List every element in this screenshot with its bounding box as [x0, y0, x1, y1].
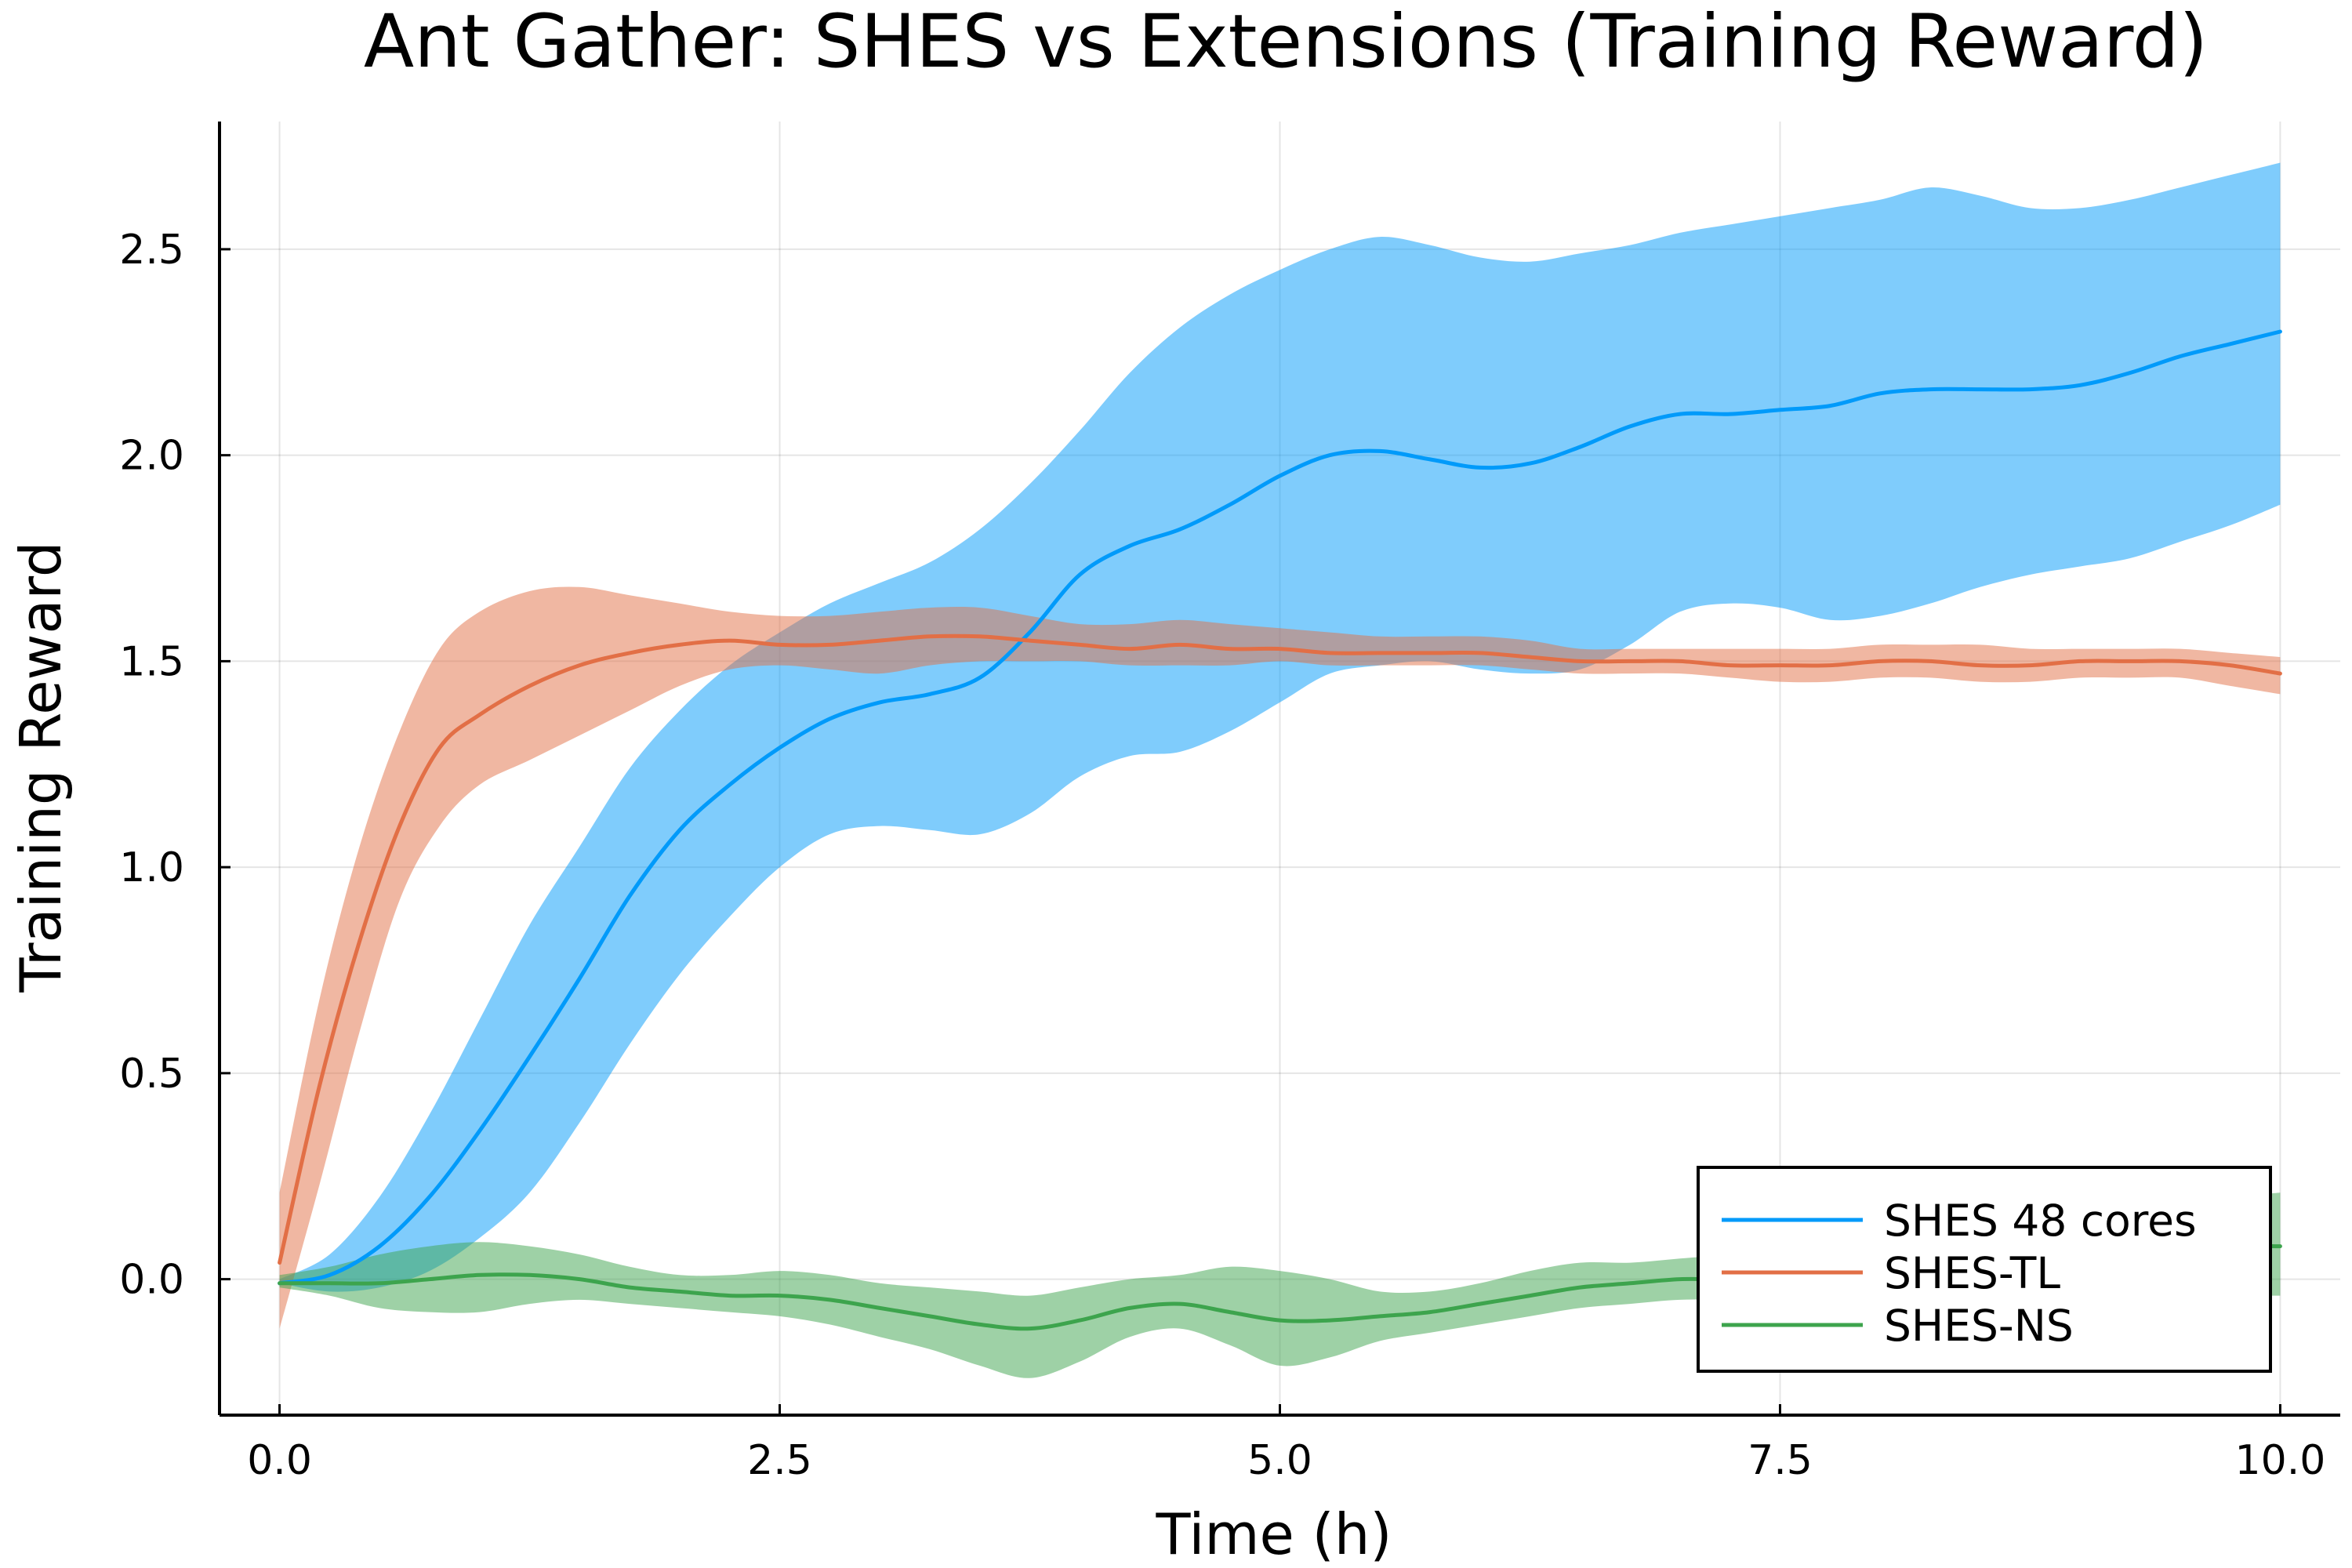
y-tick-label: 2.5: [119, 227, 184, 274]
band-shes-ns: [279, 1192, 2281, 1378]
legend-label: SHES-TL: [1884, 1248, 2060, 1298]
line-shes-48-cores: [278, 329, 2282, 1286]
x-tick-label: 2.5: [747, 1437, 812, 1484]
y-tick-label: 1.0: [119, 844, 184, 891]
band-shes-48-cores: [279, 162, 2281, 1292]
legend-label: SHES 48 cores: [1884, 1196, 2197, 1246]
y-tick-label: 0.0: [119, 1257, 184, 1304]
legend-label: SHES-NS: [1884, 1301, 2074, 1351]
legend-box: [1697, 1166, 2272, 1373]
y-tick-label: 0.5: [119, 1051, 184, 1098]
axes: [218, 122, 2340, 1417]
tick-labels: 0.0 2.5 5.0 7.5 10.0 0.0 0.5 1.0 1.5 2.0 2.5: [119, 227, 2325, 1484]
y-axis-title: Training Reward: [8, 541, 74, 993]
chart-title: Ant Gather: SHES vs Extensions (Training…: [364, 0, 2208, 85]
x-tick-label: 7.5: [1748, 1437, 1813, 1484]
x-tick-label: 0.0: [247, 1437, 312, 1484]
line-shes-tl: [278, 633, 2282, 1265]
x-tick-label: 10.0: [2235, 1437, 2326, 1484]
x-tick-label: 5.0: [1247, 1437, 1312, 1484]
y-tick-label: 2.0: [119, 433, 184, 480]
x-axis-title: Time (h): [1156, 1501, 1392, 1567]
y-tick-label: 1.5: [119, 638, 184, 685]
